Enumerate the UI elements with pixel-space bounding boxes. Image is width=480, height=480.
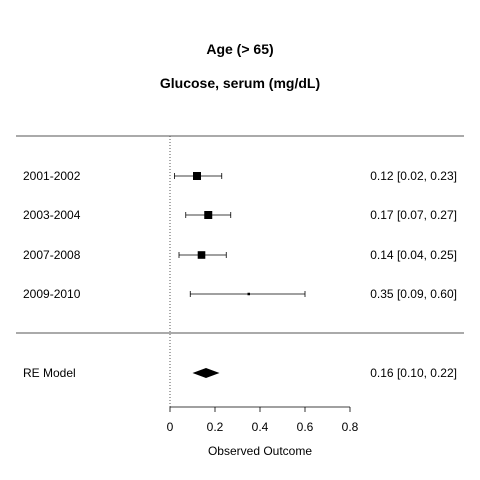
study-rows: 2001-2002 0.12 [0.02, 0.23] 2003-2004 0.17 … xyxy=(23,169,457,301)
study-label: 2001-2002 xyxy=(23,169,81,183)
summary-row: RE Model 0.16 [0.10, 0.22] xyxy=(23,366,457,380)
x-tick-label: 0.4 xyxy=(252,420,269,434)
point-estimate xyxy=(197,251,206,259)
point-estimate xyxy=(193,172,201,180)
x-axis-label: Observed Outcome xyxy=(208,444,312,458)
point-estimate xyxy=(204,211,213,219)
summary-label: RE Model xyxy=(23,366,76,380)
x-tick-label: 0 xyxy=(167,420,174,434)
x-axis: 0 0.2 0.4 0.6 0.8 xyxy=(167,406,359,434)
study-label: 2007-2008 xyxy=(23,248,81,262)
ci-text: 0.17 [0.07, 0.27] xyxy=(370,208,457,222)
chart-title: Age (> 65) xyxy=(206,41,273,57)
ci-text: 0.14 [0.04, 0.25] xyxy=(370,248,457,262)
summary-diamond xyxy=(192,368,220,378)
ci-text: 0.35 [0.09, 0.60] xyxy=(370,287,457,301)
summary-ci-text: 0.16 [0.10, 0.22] xyxy=(370,366,457,380)
chart-subtitle: Glucose, serum (mg/dL) xyxy=(160,75,320,91)
study-label: 2003-2004 xyxy=(23,208,81,222)
study-label: 2009-2010 xyxy=(23,287,81,301)
x-tick-label: 0.8 xyxy=(342,420,359,434)
x-tick-label: 0.2 xyxy=(207,420,224,434)
x-tick-label: 0.6 xyxy=(297,420,314,434)
point-estimate xyxy=(247,292,250,296)
ci-text: 0.12 [0.02, 0.23] xyxy=(370,169,457,183)
